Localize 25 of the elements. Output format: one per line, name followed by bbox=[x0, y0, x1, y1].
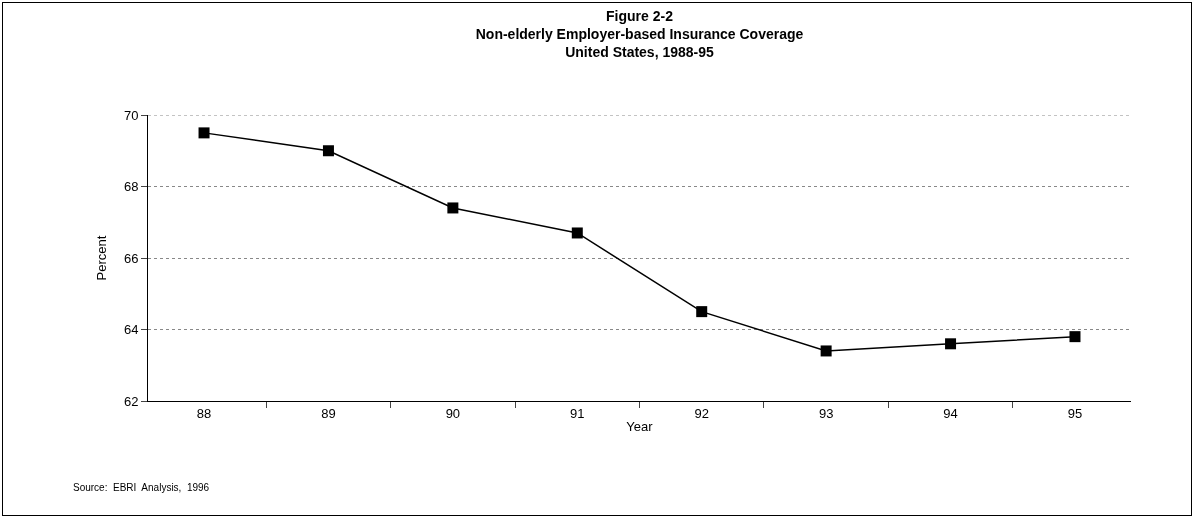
x-tick-label: 93 bbox=[818, 405, 834, 421]
point bbox=[198, 127, 210, 139]
x-tick-label: 92 bbox=[694, 405, 709, 421]
y-tick-label: 62 bbox=[123, 393, 139, 409]
x-tick-label: 95 bbox=[1067, 405, 1083, 421]
y-tick-label: 64 bbox=[123, 322, 139, 338]
point bbox=[322, 145, 334, 157]
y-tick-label: 70 bbox=[123, 107, 139, 123]
point bbox=[820, 345, 832, 357]
point bbox=[1069, 331, 1081, 343]
point bbox=[447, 202, 459, 214]
y-tick-label: 68 bbox=[123, 179, 139, 195]
x-tick-label: 94 bbox=[943, 405, 958, 421]
x-tick-label: 90 bbox=[445, 405, 461, 421]
point bbox=[945, 338, 957, 350]
chart-title: Figure 2-2 Non-elderly Employer-based Insurance Coverage United States, 1988-95 bbox=[475, 7, 804, 61]
x-axis-title: Year bbox=[626, 419, 654, 435]
x-tick-label: 91 bbox=[570, 405, 585, 421]
point bbox=[571, 227, 583, 239]
source-note: Source: EBRI Analysis, 1996 bbox=[73, 482, 210, 493]
y-tick-label: 66 bbox=[123, 250, 139, 266]
y-axis-title: Percent bbox=[93, 235, 109, 281]
x-tick-label: 89 bbox=[321, 405, 336, 421]
point bbox=[696, 306, 708, 318]
x-tick-label: 88 bbox=[196, 405, 212, 421]
